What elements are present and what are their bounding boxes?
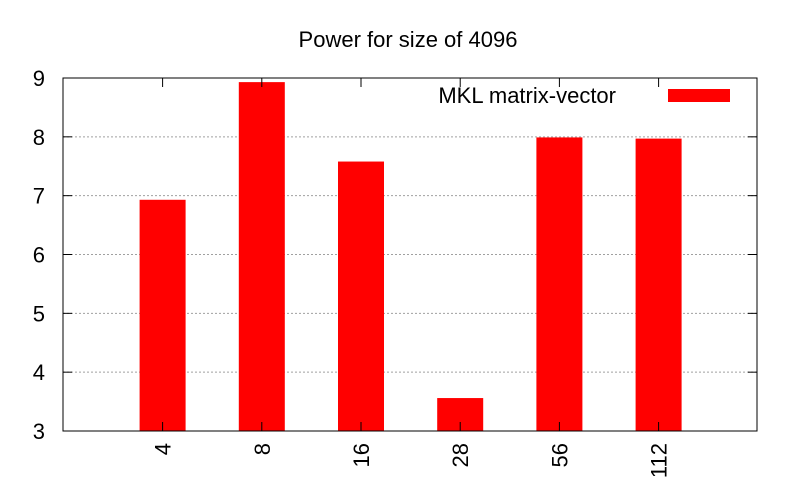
x-axis-ticks: 4 8 16 28 56 112 bbox=[151, 78, 672, 478]
bar-56 bbox=[536, 137, 583, 431]
y-tick-label: 8 bbox=[33, 125, 45, 150]
x-tick-label: 112 bbox=[647, 443, 672, 478]
x-tick-label: 56 bbox=[547, 443, 572, 467]
x-tick-label: 8 bbox=[250, 443, 275, 455]
x-tick-label: 4 bbox=[151, 443, 176, 455]
legend-swatch bbox=[668, 89, 730, 102]
y-tick-label: 7 bbox=[33, 184, 45, 209]
bar-8 bbox=[238, 82, 285, 431]
x-tick-label: 28 bbox=[448, 443, 473, 467]
bar-16 bbox=[338, 161, 384, 431]
legend: MKL matrix-vector bbox=[438, 83, 730, 108]
y-tick-label: 9 bbox=[33, 66, 45, 91]
bars bbox=[139, 82, 682, 431]
bar-112 bbox=[635, 138, 682, 431]
legend-label: MKL matrix-vector bbox=[438, 83, 616, 108]
x-tick-label: 16 bbox=[349, 443, 374, 467]
y-tick-label: 6 bbox=[33, 243, 45, 268]
y-tick-label: 5 bbox=[33, 301, 45, 326]
y-axis-ticks: 3 4 5 6 7 8 9 bbox=[33, 66, 757, 444]
bar-4 bbox=[139, 199, 186, 431]
chart-title: Power for size of 4096 bbox=[299, 27, 518, 52]
y-tick-label: 4 bbox=[33, 360, 45, 385]
y-tick-label: 3 bbox=[33, 419, 45, 444]
